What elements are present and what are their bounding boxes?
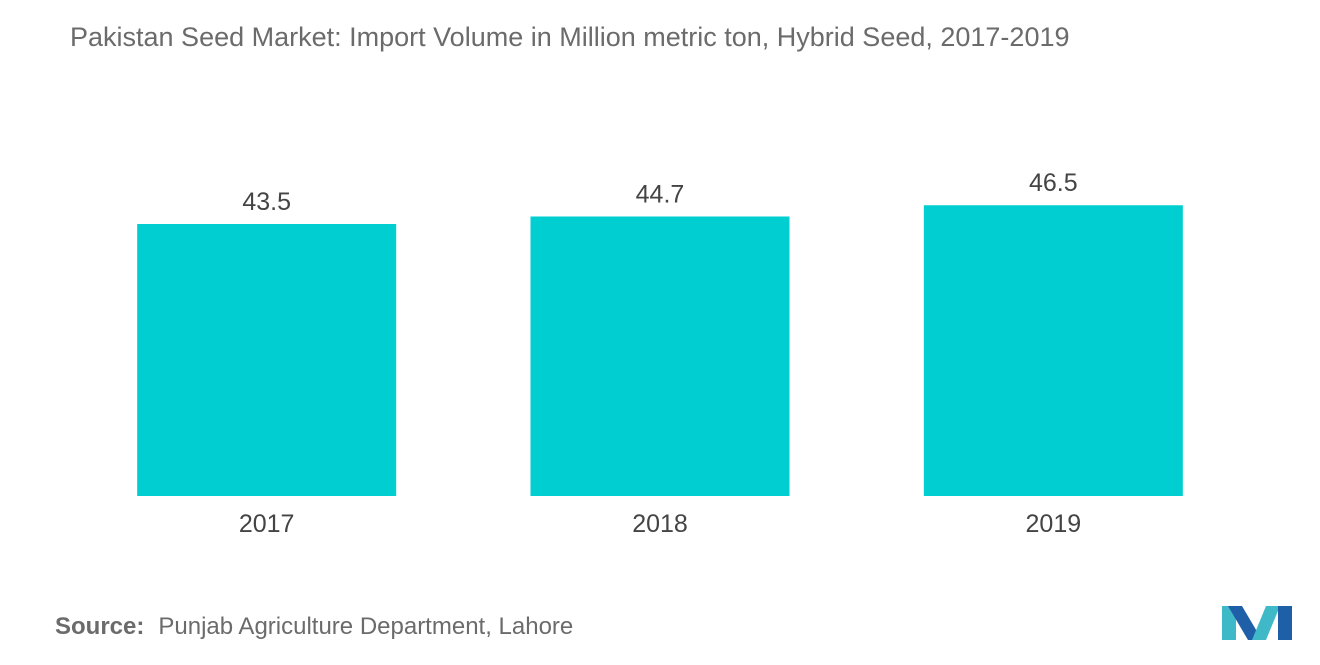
chart-title: Pakistan Seed Market: Import Volume in M…	[70, 22, 1070, 52]
bar-2019	[923, 205, 1183, 496]
x-tick-label-2019: 2019	[1026, 510, 1082, 538]
bar-2017	[137, 224, 397, 496]
data-label-2018: 44.7	[636, 180, 685, 208]
bar-chart: 43.5 2017 44.7 2018 46.5 2019	[137, 169, 1183, 538]
x-tick-label-2018: 2018	[632, 510, 688, 538]
bar-2018	[530, 216, 790, 496]
source-text: Punjab Agriculture Department, Lahore	[158, 613, 574, 640]
source-line: Source: Punjab Agriculture Department, La…	[55, 613, 573, 641]
source-label: Source:	[55, 613, 145, 640]
x-tick-label-2017: 2017	[239, 510, 295, 538]
mordor-intelligence-logo-icon	[1222, 606, 1292, 640]
data-label-2019: 46.5	[1029, 169, 1078, 197]
data-label-2017: 43.5	[242, 188, 291, 216]
